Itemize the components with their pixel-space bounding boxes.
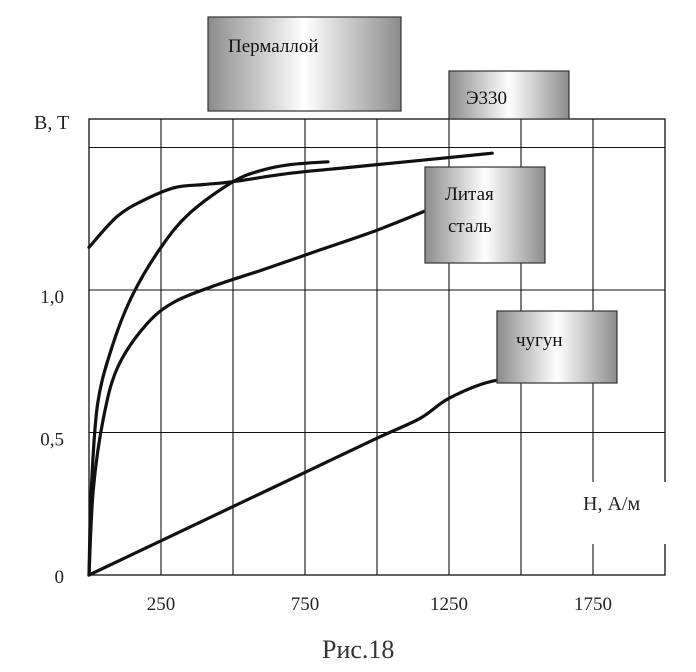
curve-permalloy <box>87 160 330 577</box>
label-box-cast-iron: чугун <box>496 310 618 384</box>
label-permalloy: Пермаллой <box>228 36 319 57</box>
y-tick-label: 0,5 <box>40 430 64 451</box>
y-tick-label: 1,0 <box>40 287 64 308</box>
label-box-permalloy: Пермаллой <box>207 16 402 112</box>
figure-caption: Рис.18 <box>322 635 394 664</box>
y-tick-label: 0 <box>55 567 65 588</box>
x-axis-label: H, А/м <box>583 493 640 515</box>
x-axis-label-background <box>578 482 690 544</box>
y-axis-label: B, T <box>34 112 69 134</box>
label-box-e330: Э330 <box>448 70 570 120</box>
x-tick-label: 1250 <box>430 594 468 615</box>
curve-cast-iron <box>87 376 566 577</box>
x-tick-label: 250 <box>147 594 176 615</box>
x-tick-label: 1750 <box>574 594 612 615</box>
curve-cast-steel <box>87 191 474 577</box>
curve-e330 <box>87 151 494 249</box>
label-cast-steel-line1: Литая <box>445 184 494 205</box>
label-cast-iron: чугун <box>516 330 563 351</box>
label-e330: Э330 <box>466 88 507 109</box>
tick-labels: 250 750 1250 1750 0 0,5 1,0 <box>40 287 612 615</box>
label-box-cast-steel: Литая сталь <box>424 166 546 264</box>
x-tick-label: 750 <box>291 594 320 615</box>
curves <box>87 151 566 577</box>
label-cast-steel-line2: сталь <box>448 216 492 237</box>
